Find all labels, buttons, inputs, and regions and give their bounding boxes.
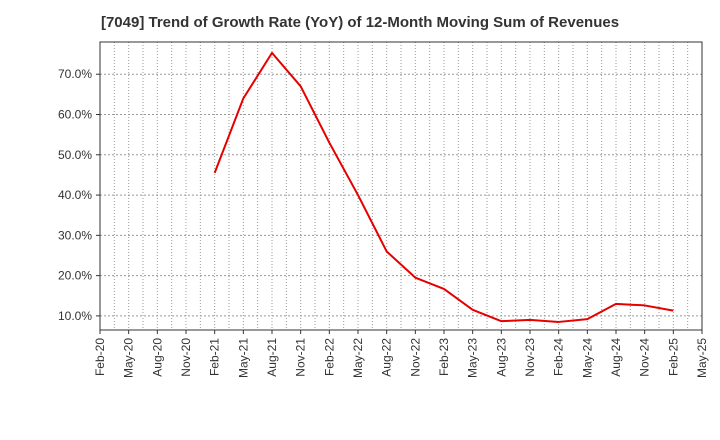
x-tick-label: Nov-20 bbox=[179, 338, 193, 377]
x-tick-label: Feb-22 bbox=[322, 338, 336, 376]
x-axis-ticks: Feb-20 May-20 Aug-20 Nov-20 Feb-21 May-21 Aug-… bbox=[93, 330, 709, 378]
x-tick-label: May-24 bbox=[580, 338, 594, 378]
x-tick-label: Aug-23 bbox=[494, 338, 508, 377]
y-tick-label: 20.0% bbox=[58, 269, 92, 283]
y-axis-ticks: 10.0% 20.0% 30.0% 40.0% 50.0% 60.0% 70.0% bbox=[58, 67, 100, 323]
x-tick-label: Feb-25 bbox=[666, 338, 680, 376]
x-tick-label: May-22 bbox=[351, 338, 365, 378]
x-tick-label: May-21 bbox=[236, 338, 250, 378]
y-tick-label: 70.0% bbox=[58, 67, 92, 81]
y-tick-label: 10.0% bbox=[58, 309, 92, 323]
x-tick-label: Nov-23 bbox=[523, 338, 537, 377]
x-tick-label: Aug-24 bbox=[609, 338, 623, 377]
x-tick-label: Aug-22 bbox=[380, 338, 394, 377]
chart-title: [7049] Trend of Growth Rate (YoY) of 12-… bbox=[100, 14, 620, 31]
x-tick-label: Nov-21 bbox=[294, 338, 308, 377]
x-tick-label: Feb-20 bbox=[93, 338, 107, 376]
x-tick-label: Feb-24 bbox=[552, 338, 566, 376]
x-tick-label: May-25 bbox=[695, 338, 709, 378]
x-tick-label: May-20 bbox=[122, 338, 136, 378]
x-tick-label: Aug-21 bbox=[265, 338, 279, 377]
x-tick-label: Nov-22 bbox=[408, 338, 422, 377]
series-lines bbox=[213, 51, 674, 323]
grid-lines bbox=[100, 42, 702, 330]
y-tick-label: 30.0% bbox=[58, 228, 92, 242]
x-tick-label: Feb-21 bbox=[208, 338, 222, 376]
y-tick-label: 60.0% bbox=[58, 108, 92, 122]
x-tick-label: Nov-24 bbox=[638, 338, 652, 377]
x-tick-label: Aug-20 bbox=[150, 338, 164, 377]
x-tick-label: Feb-23 bbox=[437, 338, 451, 376]
plot-frame bbox=[99, 41, 703, 331]
x-tick-label: May-23 bbox=[466, 338, 480, 378]
y-tick-label: 40.0% bbox=[58, 188, 92, 202]
y-tick-label: 50.0% bbox=[58, 148, 92, 162]
